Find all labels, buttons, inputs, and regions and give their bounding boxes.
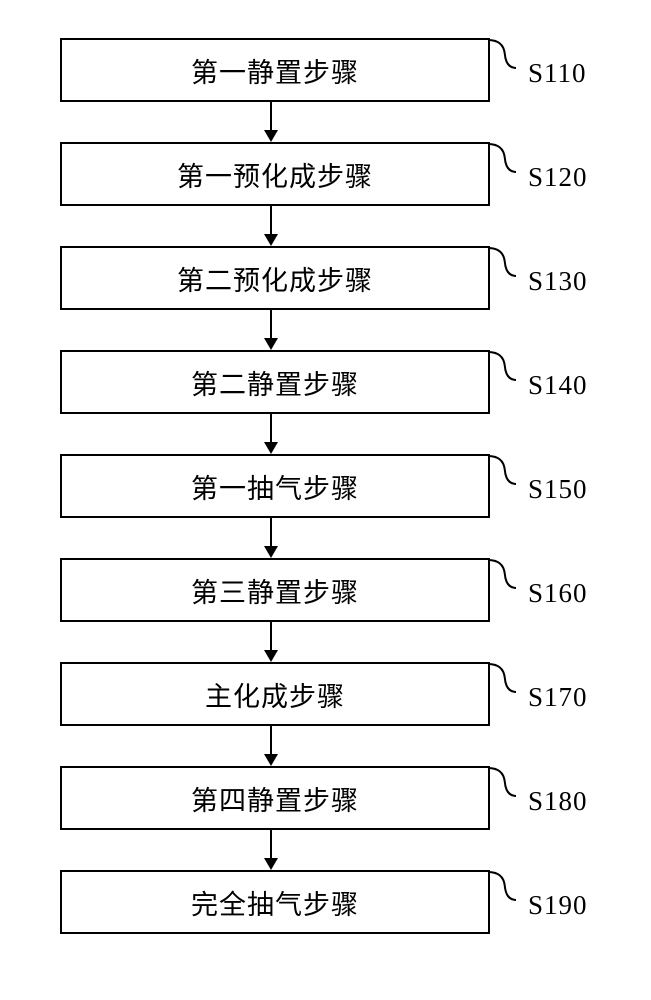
step-label: S190 <box>528 890 588 921</box>
label-connector: S130 <box>490 246 588 310</box>
step-box: 第二静置步骤 <box>60 350 490 414</box>
arrow-container <box>0 830 596 870</box>
curve-connector-icon <box>488 766 516 798</box>
step-text: 主化成步骤 <box>205 675 345 714</box>
step-text: 第一静置步骤 <box>191 51 359 90</box>
label-connector: S110 <box>490 38 587 102</box>
step-box: 第一预化成步骤 <box>60 142 490 206</box>
step-box: 第一静置步骤 <box>60 38 490 102</box>
step-row: 第三静置步骤 S160 <box>0 558 651 622</box>
flowchart-container: 第一静置步骤 S110 第一预化成步骤 S120 第二预化成步骤 S130 第二静置步骤 S1… <box>0 0 651 934</box>
label-connector: S150 <box>490 454 588 518</box>
step-text: 第四静置步骤 <box>191 779 359 818</box>
step-label: S180 <box>528 786 588 817</box>
curve-connector-icon <box>488 662 516 694</box>
down-arrow-icon <box>261 830 281 870</box>
label-connector: S170 <box>490 662 588 726</box>
step-label: S130 <box>528 266 588 297</box>
curve-connector-icon <box>488 454 516 486</box>
down-arrow-icon <box>261 518 281 558</box>
step-text: 第三静置步骤 <box>191 571 359 610</box>
arrow-container <box>0 310 596 350</box>
step-box: 第四静置步骤 <box>60 766 490 830</box>
arrow-container <box>0 518 596 558</box>
down-arrow-icon <box>261 102 281 142</box>
arrow-container <box>0 726 596 766</box>
curve-connector-icon <box>488 142 516 174</box>
down-arrow-icon <box>261 206 281 246</box>
arrow-container <box>0 206 596 246</box>
curve-connector-icon <box>488 870 516 902</box>
down-arrow-icon <box>261 310 281 350</box>
step-row: 第一抽气步骤 S150 <box>0 454 651 518</box>
curve-connector-icon <box>488 246 516 278</box>
step-text: 第二预化成步骤 <box>177 259 373 298</box>
curve-connector-icon <box>488 558 516 590</box>
step-text: 第二静置步骤 <box>191 363 359 402</box>
step-box: 第一抽气步骤 <box>60 454 490 518</box>
curve-connector-icon <box>488 350 516 382</box>
step-label: S150 <box>528 474 588 505</box>
step-text: 完全抽气步骤 <box>191 883 359 922</box>
down-arrow-icon <box>261 414 281 454</box>
down-arrow-icon <box>261 726 281 766</box>
label-connector: S160 <box>490 558 588 622</box>
step-row: 第二预化成步骤 S130 <box>0 246 651 310</box>
step-label: S140 <box>528 370 588 401</box>
label-connector: S180 <box>490 766 588 830</box>
down-arrow-icon <box>261 622 281 662</box>
step-label: S160 <box>528 578 588 609</box>
step-text: 第一抽气步骤 <box>191 467 359 506</box>
step-label: S110 <box>528 58 587 89</box>
label-connector: S190 <box>490 870 588 934</box>
arrow-container <box>0 622 596 662</box>
step-row: 完全抽气步骤 S190 <box>0 870 651 934</box>
step-row: 主化成步骤 S170 <box>0 662 651 726</box>
step-label: S120 <box>528 162 588 193</box>
step-box: 第二预化成步骤 <box>60 246 490 310</box>
step-row: 第二静置步骤 S140 <box>0 350 651 414</box>
step-row: 第一预化成步骤 S120 <box>0 142 651 206</box>
label-connector: S140 <box>490 350 588 414</box>
curve-connector-icon <box>488 38 516 70</box>
arrow-container <box>0 414 596 454</box>
step-row: 第四静置步骤 S180 <box>0 766 651 830</box>
step-box: 主化成步骤 <box>60 662 490 726</box>
arrow-container <box>0 102 596 142</box>
step-text: 第一预化成步骤 <box>177 155 373 194</box>
step-box: 完全抽气步骤 <box>60 870 490 934</box>
step-box: 第三静置步骤 <box>60 558 490 622</box>
step-label: S170 <box>528 682 588 713</box>
step-row: 第一静置步骤 S110 <box>0 38 651 102</box>
label-connector: S120 <box>490 142 588 206</box>
